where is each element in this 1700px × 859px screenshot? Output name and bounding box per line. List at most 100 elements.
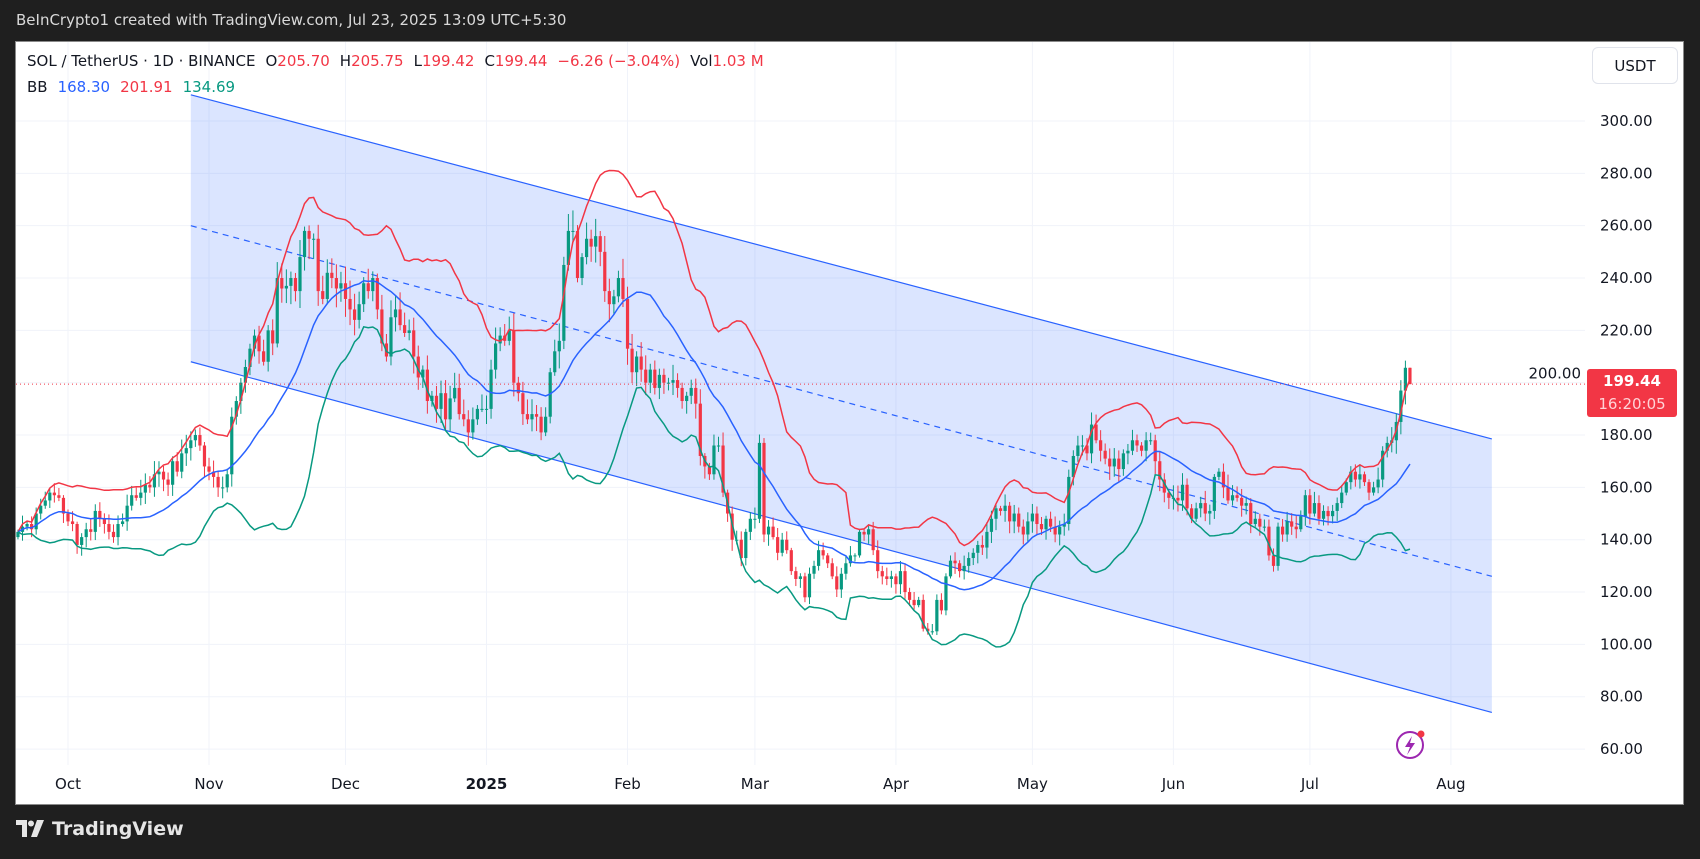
y-tick-label: 300.00 — [1600, 112, 1653, 130]
notification-dot — [1417, 730, 1425, 738]
candle-body — [139, 492, 143, 498]
candle — [102, 513, 106, 534]
candle — [880, 565, 884, 585]
candle-body — [107, 524, 111, 532]
candle — [89, 518, 93, 541]
candle-body — [425, 369, 429, 402]
candle-body — [798, 576, 802, 579]
candle-body — [1353, 471, 1357, 480]
candle — [221, 476, 225, 499]
candle-body — [1071, 455, 1075, 477]
candle-body — [61, 497, 66, 514]
candle — [830, 558, 834, 580]
candle-body — [339, 283, 343, 289]
candle-body — [416, 356, 420, 378]
candle — [912, 592, 916, 610]
chart-panel[interactable] — [15, 41, 1684, 805]
candle-body — [648, 369, 652, 383]
candle-body — [562, 264, 566, 341]
candle — [266, 325, 270, 372]
candle-body — [448, 398, 452, 420]
candle — [1158, 450, 1162, 492]
candle-body — [1099, 440, 1103, 451]
candle-body — [1262, 526, 1266, 528]
candle-body — [43, 500, 47, 506]
change-value: −6.26 (−3.04%) — [557, 52, 681, 70]
candle — [1240, 488, 1244, 517]
candle — [953, 552, 957, 574]
candle-body — [1080, 445, 1085, 447]
tradingview-logo[interactable]: TradingView — [16, 818, 184, 840]
currency-button[interactable]: USDT — [1592, 47, 1678, 84]
candle — [1280, 518, 1285, 542]
candle-body — [216, 476, 220, 488]
candle-body — [98, 510, 102, 519]
candle-body — [280, 278, 284, 289]
bb-legend[interactable]: BB 168.30 201.91 134.69 — [27, 78, 239, 96]
candle-body — [362, 283, 366, 305]
candle — [630, 333, 634, 384]
candle — [343, 266, 348, 317]
candle-body — [489, 369, 493, 409]
y-tick-label: 100.00 — [1600, 635, 1653, 653]
candle-body — [689, 387, 693, 396]
close-value: 199.44 — [494, 52, 548, 70]
candle — [994, 503, 998, 531]
candle — [653, 360, 657, 395]
candle — [757, 434, 762, 524]
candle-body — [794, 571, 798, 579]
candle-body — [1267, 526, 1271, 556]
y-tick-label: 80.00 — [1600, 688, 1643, 706]
candle-body — [621, 278, 625, 299]
candle — [284, 269, 288, 304]
candle — [807, 567, 812, 605]
candle — [1094, 414, 1098, 444]
candle-body — [912, 599, 916, 606]
candle — [1376, 467, 1380, 494]
candle-body — [534, 414, 539, 417]
candle — [366, 268, 370, 299]
candle — [521, 381, 525, 425]
candle — [1262, 519, 1266, 532]
candle-body — [1094, 424, 1098, 441]
candle-body — [398, 309, 402, 326]
symbol-title[interactable]: SOL / TetherUS · 1D · BINANCE — [27, 52, 256, 70]
candle-body — [930, 631, 934, 633]
candle — [1290, 513, 1294, 535]
candle-body — [125, 505, 129, 522]
candle — [116, 515, 120, 546]
candle-body — [116, 524, 120, 538]
candle — [512, 313, 516, 397]
candle-body — [666, 382, 671, 384]
candle — [548, 367, 552, 424]
candle-body — [375, 278, 379, 310]
candle — [803, 572, 807, 603]
candle — [225, 468, 229, 493]
candle-body — [1403, 367, 1408, 391]
candle-body — [1317, 503, 1321, 519]
candle — [275, 262, 279, 348]
candle — [557, 323, 561, 369]
candle — [1026, 512, 1030, 543]
candle — [771, 517, 775, 540]
candle-body — [1349, 471, 1353, 483]
candle — [293, 272, 298, 302]
candle — [480, 394, 484, 413]
candle-body — [1039, 524, 1044, 530]
candle — [889, 570, 893, 588]
symbol-legend: SOL / TetherUS · 1D · BINANCE O205.70 H205… — [27, 52, 768, 70]
candle — [885, 567, 889, 586]
candle-body — [1149, 440, 1153, 442]
candle — [753, 507, 757, 529]
candle-body — [484, 408, 489, 410]
candle-body — [1176, 497, 1180, 501]
candle-body — [1026, 521, 1030, 535]
candle-body — [102, 518, 106, 525]
y-tick-label: 200.00 — [1529, 365, 1582, 383]
candle-body — [389, 317, 393, 357]
candle-body — [1103, 450, 1107, 459]
candle-body — [989, 518, 994, 532]
candle — [1244, 496, 1248, 515]
candle-body — [1121, 453, 1125, 470]
